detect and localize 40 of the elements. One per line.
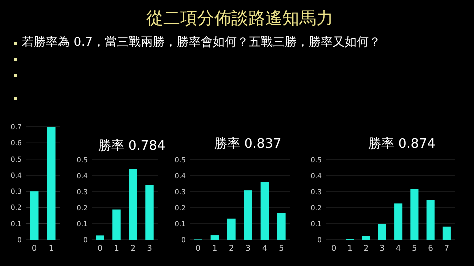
x-tick-label: 0 [332,244,337,253]
x-tick-label: 2 [364,244,369,253]
bar [129,169,138,240]
bar [378,224,386,240]
x-tick-label: 4 [396,244,402,253]
chart-title: 勝率 0.837 [214,136,282,152]
x-tick-label: 1 [114,244,120,253]
chart-title: 勝率 0.784 [98,138,166,154]
text: 從二項分佈談路遙知馬力 [146,9,334,29]
x-tick-label: 2 [229,244,234,253]
x-tick-label: 1 [348,244,353,253]
bar [96,236,104,240]
bar [278,213,286,240]
x-tick-label: 3 [380,244,385,253]
x-tick-label: 5 [279,244,284,253]
x-tick-label: 5 [412,244,418,253]
bar [260,182,270,240]
bar [442,226,451,240]
bar [210,236,220,240]
x-tick-label: 3 [147,244,152,253]
chart-title: 勝率 0.874 [368,136,436,152]
x-tick-label: 6 [428,244,434,253]
bar [146,185,154,240]
x-tick-label: 2 [130,244,136,253]
x-tick-label: 0 [32,244,38,253]
bar [410,189,419,240]
bar [394,204,403,240]
x-tick-label: 0 [196,244,201,253]
text: 若勝率為 0.7，當三戰兩勝，勝率會如何？五戰三勝，勝率又如何？ [22,35,381,49]
x-tick-label: 1 [212,244,218,253]
bar [362,236,370,240]
x-tick-label: 4 [262,244,268,253]
x-tick-label: 7 [444,244,450,253]
x-tick-label: 0 [98,244,103,253]
bar [228,218,236,240]
x-tick-label: 1 [48,244,54,253]
bar [112,210,121,240]
x-tick-label: 3 [246,244,251,253]
bar [426,200,435,240]
bar [244,190,252,240]
